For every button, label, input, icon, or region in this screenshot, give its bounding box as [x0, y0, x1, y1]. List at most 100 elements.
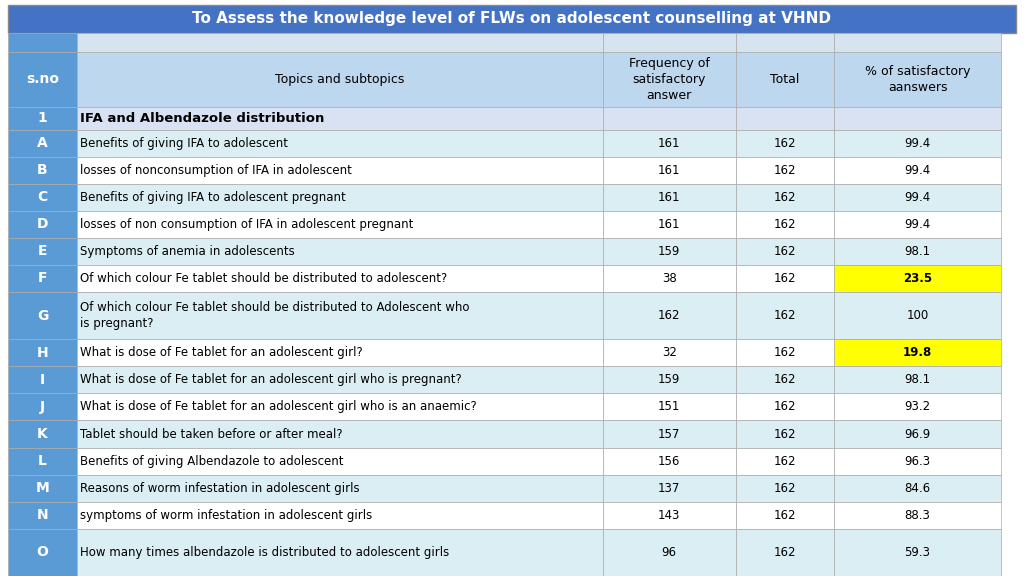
Text: 59.3: 59.3 — [904, 546, 931, 559]
Text: Of which colour Fe tablet should be distributed to adolescent?: Of which colour Fe tablet should be dist… — [80, 272, 447, 285]
Text: Frequency of
satisfactory
answer: Frequency of satisfactory answer — [629, 56, 710, 102]
Text: 162: 162 — [774, 346, 797, 359]
Bar — [603, 502, 735, 529]
Text: losses of non consumption of IFA in adolescent pregnant: losses of non consumption of IFA in adol… — [80, 218, 413, 231]
Bar — [835, 211, 1000, 238]
Text: O: O — [37, 545, 48, 559]
Bar — [835, 157, 1000, 184]
Bar — [835, 366, 1000, 393]
Bar — [8, 184, 77, 211]
Bar — [77, 475, 603, 502]
Bar — [77, 366, 603, 393]
Text: N: N — [37, 508, 48, 522]
Bar — [735, 265, 835, 292]
Bar — [77, 184, 603, 211]
Bar — [835, 393, 1000, 420]
Bar — [8, 52, 77, 107]
Text: 1: 1 — [38, 111, 47, 125]
Text: 98.1: 98.1 — [904, 373, 931, 386]
Bar — [603, 339, 735, 366]
Text: 162: 162 — [774, 482, 797, 495]
Bar — [603, 393, 735, 420]
Text: 162: 162 — [774, 218, 797, 231]
Bar — [8, 211, 77, 238]
Text: L: L — [38, 454, 47, 468]
Bar — [77, 265, 603, 292]
Text: G: G — [37, 309, 48, 323]
Text: 159: 159 — [658, 373, 680, 386]
Text: 162: 162 — [774, 400, 797, 414]
Text: 162: 162 — [658, 309, 680, 322]
Bar — [77, 130, 603, 157]
Text: What is dose of Fe tablet for an adolescent girl who is pregnant?: What is dose of Fe tablet for an adolesc… — [80, 373, 462, 386]
Bar — [735, 211, 835, 238]
Text: 98.1: 98.1 — [904, 245, 931, 258]
Bar — [8, 393, 77, 420]
Bar — [603, 448, 735, 475]
Bar — [835, 52, 1000, 107]
Bar — [603, 33, 735, 52]
Text: How many times albendazole is distributed to adolescent girls: How many times albendazole is distribute… — [80, 546, 450, 559]
Bar — [8, 448, 77, 475]
Text: symptoms of worm infestation in adolescent girls: symptoms of worm infestation in adolesce… — [80, 509, 372, 522]
Bar — [603, 265, 735, 292]
Bar — [735, 292, 835, 339]
Bar — [603, 107, 735, 130]
Bar — [835, 448, 1000, 475]
Bar — [735, 107, 835, 130]
Text: 162: 162 — [774, 137, 797, 150]
Bar — [835, 33, 1000, 52]
Text: 162: 162 — [774, 373, 797, 386]
Bar — [735, 529, 835, 576]
Text: 38: 38 — [662, 272, 677, 285]
Text: 159: 159 — [658, 245, 680, 258]
Bar — [835, 130, 1000, 157]
Bar — [77, 238, 603, 265]
Bar — [603, 52, 735, 107]
Bar — [735, 420, 835, 448]
Text: 99.4: 99.4 — [904, 218, 931, 231]
Text: Benefits of giving Albendazole to adolescent: Benefits of giving Albendazole to adoles… — [80, 454, 343, 468]
Bar — [603, 420, 735, 448]
Bar — [8, 475, 77, 502]
Bar — [735, 130, 835, 157]
Text: 162: 162 — [774, 309, 797, 322]
Bar — [8, 529, 77, 576]
Bar — [8, 238, 77, 265]
Text: 162: 162 — [774, 454, 797, 468]
Text: s.no: s.no — [26, 72, 59, 86]
Text: B: B — [37, 163, 48, 177]
Text: 100: 100 — [906, 309, 929, 322]
Text: H: H — [37, 346, 48, 360]
Bar — [77, 211, 603, 238]
Text: 161: 161 — [658, 137, 680, 150]
Bar — [603, 157, 735, 184]
Bar — [603, 366, 735, 393]
Text: Symptoms of anemia in adolescents: Symptoms of anemia in adolescents — [80, 245, 295, 258]
Text: 156: 156 — [658, 454, 680, 468]
Bar — [77, 157, 603, 184]
Text: 161: 161 — [658, 164, 680, 177]
Bar — [835, 529, 1000, 576]
Text: 143: 143 — [658, 509, 680, 522]
Bar — [835, 107, 1000, 130]
Text: 23.5: 23.5 — [903, 272, 932, 285]
Bar — [77, 502, 603, 529]
Bar — [603, 184, 735, 211]
Bar — [8, 33, 77, 52]
Bar — [735, 52, 835, 107]
Text: 84.6: 84.6 — [904, 482, 931, 495]
Bar — [8, 420, 77, 448]
Text: 93.2: 93.2 — [904, 400, 931, 414]
Bar — [603, 529, 735, 576]
Text: 99.4: 99.4 — [904, 164, 931, 177]
Text: 157: 157 — [658, 427, 680, 441]
Bar — [8, 157, 77, 184]
Bar — [8, 107, 77, 130]
Bar — [77, 529, 603, 576]
Bar — [77, 393, 603, 420]
Bar — [735, 339, 835, 366]
Bar — [735, 184, 835, 211]
Text: 99.4: 99.4 — [904, 191, 931, 204]
Bar — [735, 33, 835, 52]
